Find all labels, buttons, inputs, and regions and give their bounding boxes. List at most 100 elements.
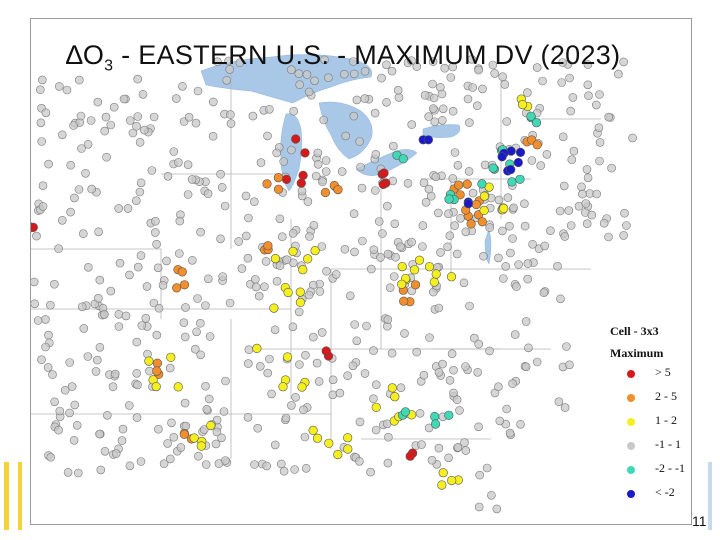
- lake-ontario: [422, 124, 461, 138]
- site-marker: [485, 346, 494, 356]
- site-marker: [196, 350, 205, 360]
- site-marker: [382, 98, 391, 107]
- site-marker: [275, 214, 285, 224]
- site-marker: [36, 85, 45, 94]
- site-marker: [366, 264, 376, 274]
- site-marker-colored: [399, 296, 409, 306]
- site-marker: [234, 237, 243, 246]
- site-marker-colored: [390, 392, 400, 402]
- site-marker-colored: [295, 287, 305, 297]
- site-marker-colored: [479, 205, 489, 215]
- site-marker: [72, 420, 82, 430]
- site-marker: [599, 218, 609, 228]
- site-marker: [93, 97, 103, 107]
- site-marker: [503, 193, 513, 202]
- site-marker: [295, 360, 304, 369]
- site-marker: [37, 137, 46, 146]
- site-marker: [165, 363, 175, 373]
- site-marker-colored: [308, 425, 318, 436]
- site-marker: [594, 123, 604, 132]
- site-marker: [523, 88, 532, 97]
- site-marker: [505, 221, 514, 231]
- site-marker: [297, 186, 307, 196]
- site-marker: [57, 216, 67, 225]
- site-marker: [63, 467, 73, 477]
- site-marker: [382, 201, 392, 211]
- legend-item: 1 - 2: [610, 412, 690, 436]
- site-marker-colored: [151, 382, 161, 392]
- site-marker: [459, 278, 469, 288]
- legend-item: -2 - -1: [610, 460, 690, 484]
- site-marker: [95, 429, 104, 439]
- site-marker: [41, 342, 50, 352]
- site-marker: [564, 206, 574, 215]
- site-marker: [566, 221, 576, 230]
- site-marker-colored: [273, 184, 284, 194]
- site-marker-colored: [297, 382, 307, 392]
- site-marker-colored: [189, 433, 199, 443]
- site-marker: [202, 404, 212, 414]
- site-marker: [288, 322, 298, 332]
- site-marker: [370, 108, 380, 118]
- site-marker: [407, 120, 417, 129]
- site-marker: [583, 80, 593, 90]
- site-marker: [419, 370, 429, 380]
- site-marker: [154, 424, 163, 434]
- site-marker: [374, 217, 384, 226]
- site-marker: [251, 275, 260, 284]
- site-marker: [217, 183, 227, 192]
- site-marker: [558, 132, 568, 142]
- site-marker-colored: [310, 246, 320, 256]
- site-marker-colored: [462, 179, 472, 189]
- legend-swatch: [627, 394, 635, 402]
- site-marker: [138, 90, 148, 99]
- site-marker: [77, 144, 86, 153]
- site-marker: [479, 251, 488, 261]
- site-marker: [304, 87, 314, 97]
- site-marker: [94, 293, 103, 303]
- site-marker: [512, 282, 521, 291]
- site-marker-colored: [333, 449, 343, 460]
- site-marker: [445, 375, 455, 385]
- site-marker-colored: [526, 111, 536, 121]
- site-marker: [142, 282, 152, 291]
- site-marker: [44, 330, 53, 340]
- site-marker: [300, 432, 310, 442]
- site-marker: [241, 191, 251, 201]
- site-marker-colored: [252, 343, 262, 354]
- site-marker: [136, 251, 146, 260]
- site-marker: [514, 260, 523, 269]
- site-marker: [290, 465, 299, 474]
- site-marker: [360, 369, 370, 378]
- site-marker: [279, 157, 288, 166]
- site-marker-colored: [324, 438, 334, 448]
- site-marker: [169, 432, 179, 442]
- site-marker: [569, 146, 579, 156]
- site-marker: [343, 371, 352, 381]
- legend-label: < -2: [655, 485, 675, 499]
- site-marker: [472, 101, 482, 110]
- site-marker: [394, 93, 404, 102]
- site-marker: [235, 58, 245, 68]
- site-marker: [412, 62, 422, 71]
- site-marker: [595, 138, 605, 147]
- site-marker: [304, 290, 314, 300]
- site-marker-colored: [269, 303, 279, 313]
- site-marker-colored: [144, 356, 154, 366]
- site-marker: [620, 208, 629, 218]
- site-marker: [31, 299, 39, 309]
- site-marker: [209, 97, 218, 107]
- site-marker: [175, 216, 185, 226]
- site-marker: [100, 310, 109, 319]
- site-marker-colored: [506, 165, 516, 175]
- site-marker: [201, 381, 210, 391]
- site-marker: [433, 208, 443, 218]
- site-marker: [193, 86, 203, 96]
- site-marker: [321, 156, 331, 165]
- site-marker: [628, 133, 637, 143]
- site-marker: [450, 148, 460, 157]
- site-marker: [87, 184, 97, 194]
- site-marker: [428, 57, 438, 66]
- site-marker: [357, 183, 367, 193]
